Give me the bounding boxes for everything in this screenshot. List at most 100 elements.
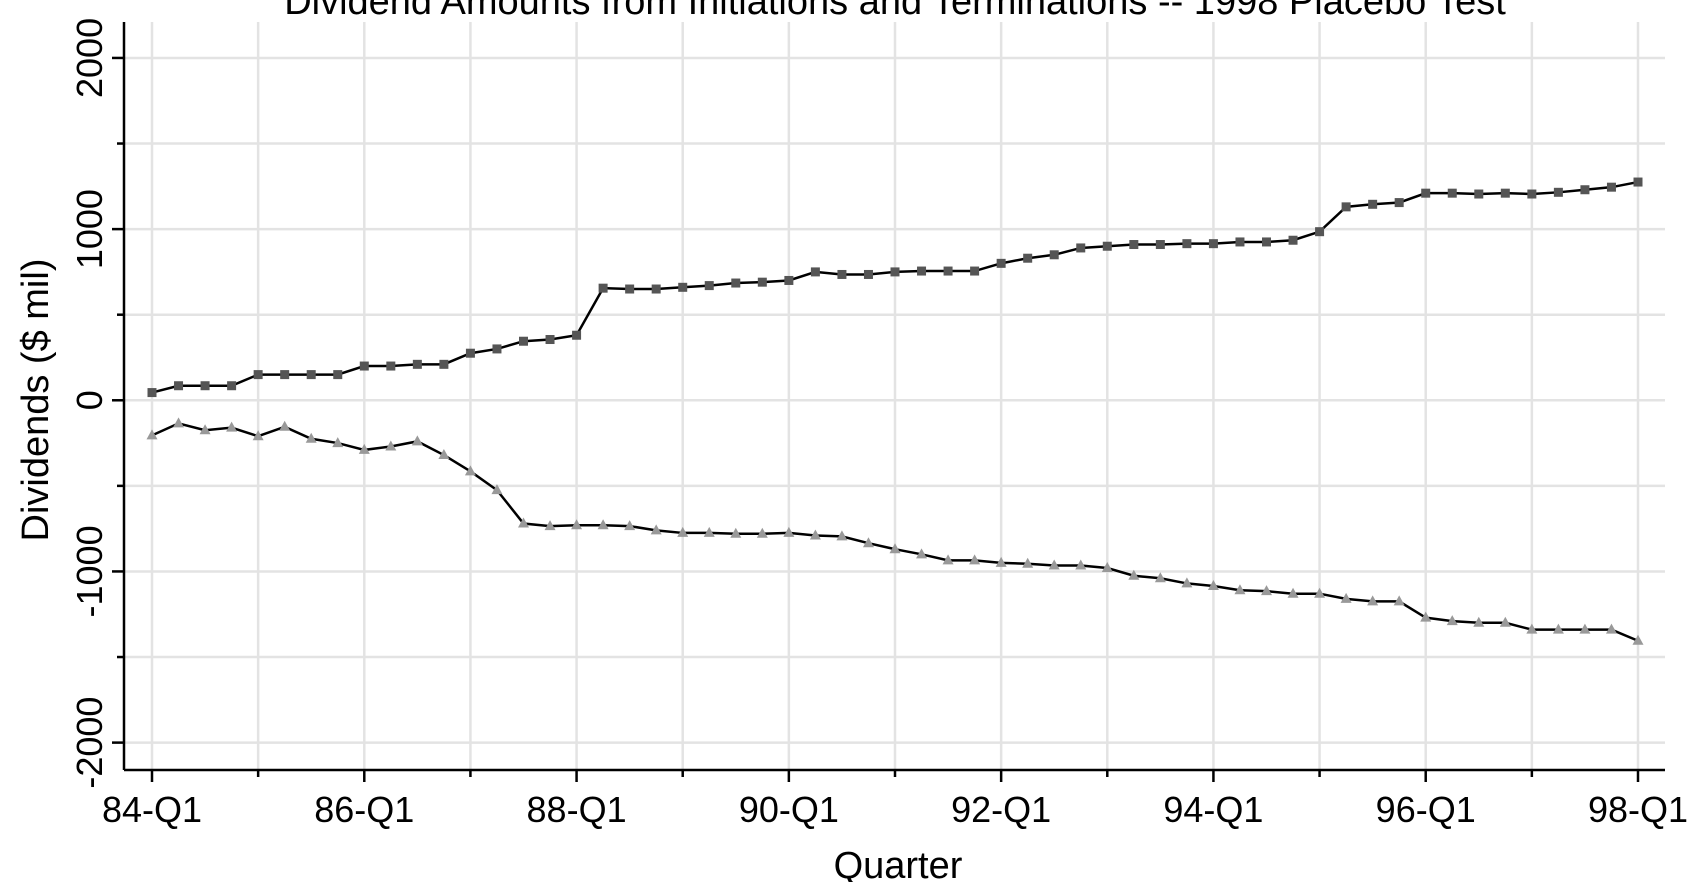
marker-square [1580,185,1590,195]
marker-square [545,335,555,345]
marker-triangle [1207,579,1219,590]
chart-title: Dividend Amounts from Initiations and Te… [284,0,1506,23]
marker-triangle [1101,562,1113,573]
marker-triangle [862,537,874,548]
x-tick-label: 94-Q1 [1163,789,1263,830]
marker-square [863,269,873,279]
marker-triangle [703,526,715,537]
marker-square [810,267,820,277]
marker-square [412,359,422,369]
marker-triangle [677,526,689,537]
marker-triangle [438,449,450,460]
marker-square [200,381,210,391]
marker-triangle [1367,595,1379,606]
x-tick-label: 88-Q1 [527,789,627,830]
marker-square [996,258,1006,268]
marker-triangle [1128,569,1140,580]
marker-triangle [995,556,1007,567]
marker-square [1076,243,1086,253]
marker-triangle [491,484,503,495]
marker-triangle [1154,572,1166,583]
y-tick-label: -2000 [69,697,110,789]
marker-triangle [571,519,583,530]
marker-square [1606,182,1616,192]
x-axis-label: Quarter [834,845,963,882]
marker-triangle [1605,623,1617,634]
marker-triangle [1526,623,1538,634]
marker-square [174,381,184,391]
marker-triangle [969,554,981,565]
marker-triangle [1287,587,1299,598]
marker-triangle [1473,616,1485,627]
marker-square [1341,202,1351,212]
marker-square [1288,235,1298,245]
marker-square [1527,189,1537,199]
marker-square [1235,237,1245,247]
marker-triangle [1340,592,1352,603]
marker-triangle [650,524,662,535]
marker-square [359,361,369,371]
y-tick-label: 2000 [69,18,110,98]
marker-triangle [1632,634,1644,645]
y-tick-label: 0 [69,390,110,410]
y-tick-label: -1000 [69,525,110,617]
x-tick-label: 98-Q1 [1588,789,1688,830]
marker-square [280,370,290,380]
marker-triangle [1552,623,1564,634]
marker-square [1315,227,1325,237]
marker-square [704,281,714,291]
marker-triangle [836,530,848,541]
marker-square [1447,188,1457,198]
marker-triangle [916,548,928,559]
marker-triangle [1420,611,1432,622]
marker-triangle [624,520,636,531]
x-tick-label: 86-Q1 [314,789,414,830]
marker-square [1633,177,1643,187]
marker-square [1102,241,1112,251]
marker-square [439,359,449,369]
marker-square [1553,187,1563,197]
marker-square [1368,199,1378,209]
marker-triangle [1048,559,1060,570]
marker-triangle [1181,577,1193,588]
marker-triangle [518,517,529,528]
marker-square [757,277,767,287]
marker-triangle [332,437,344,448]
marker-triangle [411,435,423,446]
marker-square [572,330,582,340]
marker-square [1155,240,1165,250]
marker-triangle [358,443,370,454]
marker-triangle [1579,623,1591,634]
marker-triangle [1314,587,1326,598]
marker-triangle [279,420,291,431]
marker-triangle [199,424,211,435]
marker-triangle [305,432,317,443]
marker-triangle [783,526,795,537]
marker-triangle [1499,616,1511,627]
marker-square [1500,188,1510,198]
marker-triangle [756,527,768,538]
marker-square [519,336,528,346]
marker-square [1049,250,1059,260]
y-axis-label: Dividends ($ mil) [15,259,57,542]
marker-square [1421,188,1431,198]
marker-square [1182,239,1192,249]
x-tick-label: 92-Q1 [951,789,1051,830]
x-tick-label: 96-Q1 [1376,789,1476,830]
marker-square [1023,253,1033,263]
x-tick-label: 84-Q1 [102,789,202,830]
marker-square [227,381,237,391]
marker-triangle [942,554,954,565]
marker-square [943,266,953,276]
marker-square [1129,240,1139,250]
marker-square [492,344,502,354]
marker-triangle [544,520,556,531]
marker-triangle [1261,585,1272,596]
marker-triangle [252,430,264,441]
marker-square [598,283,608,293]
marker-triangle [464,465,476,476]
marker-square [333,370,343,380]
marker-triangle [730,527,742,538]
marker-square [784,275,794,285]
marker-square [147,388,157,398]
